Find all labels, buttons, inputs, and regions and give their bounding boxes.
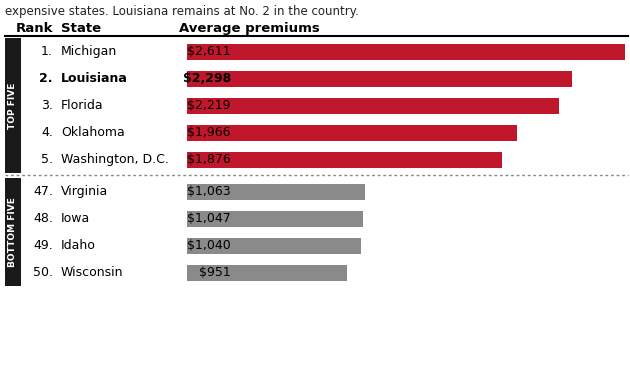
Bar: [187, 238, 362, 253]
Text: Rank: Rank: [16, 22, 53, 35]
Text: Oklahoma: Oklahoma: [61, 126, 125, 139]
Bar: [187, 98, 559, 114]
Bar: [187, 211, 363, 226]
Text: expensive states. Louisiana remains at No. 2 in the country.: expensive states. Louisiana remains at N…: [5, 5, 359, 18]
Text: Idaho: Idaho: [61, 239, 96, 252]
Text: $1,063: $1,063: [187, 185, 231, 198]
Bar: [187, 71, 573, 87]
Text: $2,298: $2,298: [183, 72, 231, 85]
Text: $1,966: $1,966: [188, 126, 231, 139]
Text: 5.: 5.: [41, 153, 53, 166]
Text: Washington, D.C.: Washington, D.C.: [61, 153, 169, 166]
Text: 3.: 3.: [41, 99, 53, 112]
Bar: [187, 184, 365, 200]
Text: Virginia: Virginia: [61, 185, 108, 198]
Text: 48.: 48.: [33, 212, 53, 225]
Bar: [187, 264, 346, 280]
Bar: [187, 43, 625, 60]
Text: 1.: 1.: [41, 45, 53, 58]
Text: 50.: 50.: [33, 266, 53, 279]
Bar: [187, 125, 517, 141]
Text: $1,047: $1,047: [187, 212, 231, 225]
Text: Wisconsin: Wisconsin: [61, 266, 123, 279]
Text: 2.: 2.: [40, 72, 53, 85]
Text: Florida: Florida: [61, 99, 103, 112]
Text: $2,611: $2,611: [188, 45, 231, 58]
Text: $951: $951: [199, 266, 231, 279]
Text: State: State: [61, 22, 101, 35]
Text: Average premiums: Average premiums: [179, 22, 320, 35]
Text: $1,040: $1,040: [187, 239, 231, 252]
Text: Louisiana: Louisiana: [61, 72, 128, 85]
Text: BOTTOM FIVE: BOTTOM FIVE: [8, 197, 18, 267]
Bar: [187, 152, 501, 168]
Text: Iowa: Iowa: [61, 212, 90, 225]
Bar: [5, 178, 21, 286]
Text: TOP FIVE: TOP FIVE: [8, 82, 18, 129]
Text: Michigan: Michigan: [61, 45, 117, 58]
Text: 49.: 49.: [33, 239, 53, 252]
Text: 47.: 47.: [33, 185, 53, 198]
Text: $1,876: $1,876: [187, 153, 231, 166]
Text: 4.: 4.: [41, 126, 53, 139]
Bar: [5, 38, 21, 173]
Text: $2,219: $2,219: [188, 99, 231, 112]
